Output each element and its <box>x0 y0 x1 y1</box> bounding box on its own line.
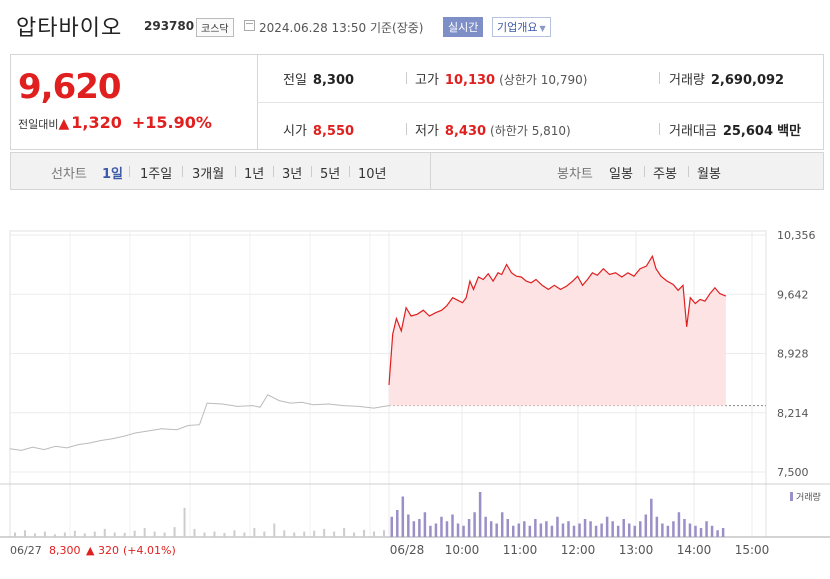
corp-info-label: 기업개요 <box>497 21 538 34</box>
volume-value: 2,690,092 <box>710 73 785 88</box>
quote-datetime: 2024.06.28 13:50 기준(장중) <box>259 19 423 36</box>
separator <box>659 72 660 84</box>
x-tick-label: 14:00 <box>677 543 712 557</box>
current-price: 9,620 <box>18 67 122 107</box>
lower-limit-label: 하한가 <box>494 124 528 138</box>
stock-code: 293780 <box>144 19 195 33</box>
line-chart-label: 선차트 <box>51 167 87 182</box>
upper-limit-label: 상한가 <box>503 73 537 87</box>
intraday-chart: 10,356 9,642 8,928 8,214 7,500 거래량 06/28 10:00 1… <box>0 195 830 575</box>
high-price: 고가 10,130 (상한가 10,790) <box>415 69 587 88</box>
divider <box>430 153 431 189</box>
tab-monthly-candle[interactable]: 월봉 <box>697 167 721 182</box>
divider <box>257 102 823 103</box>
prev-close-label: 전일 <box>283 73 307 88</box>
separator <box>406 123 407 135</box>
up-arrow-icon: ▲ <box>58 116 70 132</box>
datetime-value: 2024.06.28 13:50 <box>259 21 367 35</box>
upper-limit-value: 10,790 <box>540 73 583 87</box>
corp-info-dropdown[interactable]: 기업개요 ▼ <box>492 17 551 37</box>
x-tick-label: 12:00 <box>561 543 596 557</box>
tab-1week[interactable]: 1주일 <box>140 167 173 182</box>
tab-5years[interactable]: 5년 <box>320 167 341 182</box>
period-tabs: 선차트 1일 1주일 3개월 1년 3년 5년 10년 봉차트 일봉 주봉 월봉 <box>10 152 824 190</box>
y-tick-label: 9,642 <box>777 288 809 301</box>
chart-svg: 10,356 9,642 8,928 8,214 7,500 거래량 06/28 10:00 1… <box>0 229 830 557</box>
lower-limit-value: 5,810 <box>531 124 567 138</box>
x-tick-label: 10:00 <box>445 543 480 557</box>
y-tick-label: 8,214 <box>777 407 809 420</box>
tab-separator <box>273 166 274 177</box>
change-label: 전일대비 <box>18 118 59 131</box>
amount-value: 25,604 <box>722 124 774 139</box>
low-price: 저가 8,430 (하한가 5,810) <box>415 120 571 139</box>
tab-1day[interactable]: 1일 <box>102 167 124 182</box>
x-tick-label: 11:00 <box>503 543 538 557</box>
prev-day-close: 8,300 <box>49 544 81 557</box>
tab-3months[interactable]: 3개월 <box>192 167 225 182</box>
y-tick-label: 8,928 <box>777 348 809 361</box>
prev-close-value: 8,300 <box>312 73 355 88</box>
y-tick-label: 10,356 <box>777 229 816 242</box>
separator <box>659 123 660 135</box>
volume-label: 거래량 <box>669 73 705 88</box>
prev-day-date: 06/27 <box>10 544 42 557</box>
realtime-button[interactable]: 실시간 <box>443 17 484 37</box>
tab-separator <box>235 166 236 177</box>
low-value: 8,430 <box>444 124 487 139</box>
open-label: 시가 <box>283 124 307 139</box>
tab-3years[interactable]: 3년 <box>282 167 303 182</box>
tab-separator <box>349 166 350 177</box>
x-tick-label: 06/28 <box>390 543 425 557</box>
tab-separator <box>311 166 312 177</box>
tab-10years[interactable]: 10년 <box>358 167 387 182</box>
volume: 거래량 2,690,092 <box>669 69 784 88</box>
header-bar: 압타바이오 293780 코스닥 2024.06.28 13:50 기준(장중)… <box>0 0 830 46</box>
low-label: 저가 <box>415 124 439 139</box>
tab-separator <box>129 166 130 177</box>
change-percent: +15.90% <box>131 113 212 132</box>
open-price: 시가 8,550 <box>283 120 354 139</box>
amount-label: 거래대금 <box>669 124 717 139</box>
calendar-icon <box>244 20 255 31</box>
company-name: 압타바이오 <box>16 16 123 41</box>
x-tick-label: 15:00 <box>735 543 770 557</box>
high-value: 10,130 <box>444 73 496 88</box>
tab-separator <box>644 166 645 177</box>
tab-weekly-candle[interactable]: 주봉 <box>653 167 677 182</box>
y-tick-label: 7,500 <box>777 466 809 479</box>
trade-amount: 거래대금 25,604 백만 <box>669 120 801 139</box>
high-label: 고가 <box>415 73 439 88</box>
volume-legend-label: 거래량 <box>796 491 821 503</box>
tab-1year[interactable]: 1년 <box>244 167 265 182</box>
change-amount: 1,320 <box>71 113 122 132</box>
prev-day-change-pct: (+4.01%) <box>123 544 176 557</box>
tab-separator <box>688 166 689 177</box>
upper-limit: (상한가 10,790) <box>499 73 588 87</box>
today-price-line <box>388 254 727 385</box>
up-arrow-icon: ▲ <box>86 544 95 557</box>
prev-close: 전일 8,300 <box>283 69 354 88</box>
amount-unit: 백만 <box>777 124 802 139</box>
market-badge: 코스닥 <box>196 18 234 37</box>
price-change: 전일대비▲ 1,320 +15.90% <box>18 113 212 132</box>
caret-down-icon: ▼ <box>539 24 546 33</box>
x-tick-label: 13:00 <box>619 543 654 557</box>
prev-day-change: 320 <box>98 544 119 557</box>
tab-separator <box>182 166 183 177</box>
candle-chart-label: 봉차트 <box>557 167 593 182</box>
separator <box>406 72 407 84</box>
volume-legend-swatch <box>790 492 793 501</box>
lower-limit: (하한가 5,810) <box>490 124 571 138</box>
quote-summary: 9,620 전일대비▲ 1,320 +15.90% 전일 8,300 시가 8,550 … <box>10 54 824 150</box>
today-price-area <box>389 256 726 406</box>
tab-daily-candle[interactable]: 일봉 <box>609 167 633 182</box>
open-value: 8,550 <box>312 124 355 139</box>
prev-day-price-line <box>9 394 390 451</box>
datetime-basis: 기준(장중) <box>369 21 424 35</box>
